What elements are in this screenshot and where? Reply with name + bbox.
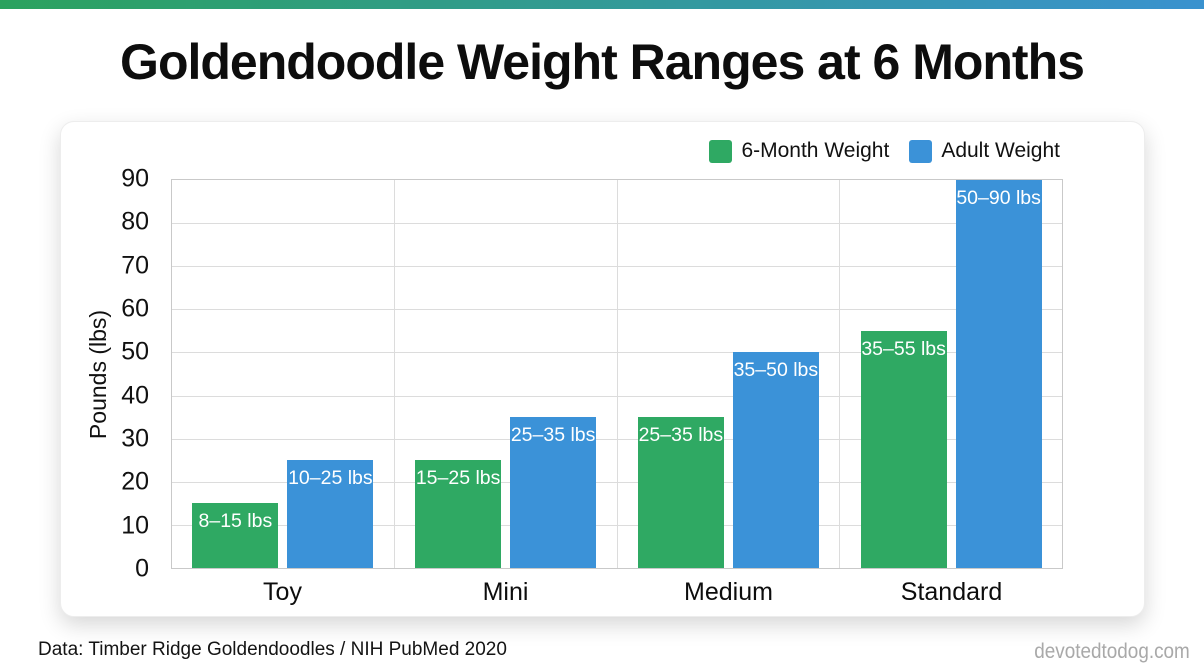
- bar-value-label: 35–50 lbs: [733, 359, 819, 382]
- x-axis-labels: Toy Mini Medium Standard: [171, 578, 1063, 607]
- y-axis-ticks: 0 10 20 30 40 50 60 70 80 90: [61, 166, 159, 581]
- page-title: Goldendoodle Weight Ranges at 6 Months: [120, 34, 1085, 90]
- bar-group-standard: 35–55 lbs 50–90 lbs: [839, 180, 1062, 568]
- x-axis-label-toy: Toy: [263, 578, 302, 606]
- bar-value-label: 35–55 lbs: [861, 337, 946, 360]
- plot-area: 8–15 lbs 10–25 lbs 15–25 lbs 25–35 lbs 25–35…: [171, 179, 1063, 569]
- y-tick-label: 60: [121, 294, 149, 323]
- legend-item-adult: Adult Weight: [909, 139, 1060, 163]
- y-tick-label: 40: [121, 381, 149, 410]
- x-axis-label-medium: Medium: [684, 578, 773, 606]
- legend-swatch-icon: [709, 139, 733, 163]
- bar-group-medium: 25–35 lbs 35–50 lbs: [616, 180, 840, 568]
- bar-medium-six-month: 25–35 lbs: [637, 417, 724, 568]
- y-tick-label: 80: [121, 207, 149, 236]
- y-tick-label: 70: [121, 251, 149, 280]
- y-tick-label: 0: [135, 554, 149, 583]
- chart-legend: 6-Month Weight Adult Weight: [709, 139, 1060, 163]
- bar-mini-six-month: 15–25 lbs: [415, 460, 502, 568]
- bar-value-label: 8–15 lbs: [198, 510, 273, 533]
- bar-medium-adult: 35–50 lbs: [732, 352, 819, 568]
- bar-standard-six-month: 35–55 lbs: [860, 330, 947, 568]
- x-axis-label-standard: Standard: [900, 578, 1003, 606]
- y-tick-label: 90: [121, 164, 149, 193]
- legend-label: 6-Month Weight: [741, 139, 890, 162]
- y-tick-label: 10: [121, 511, 149, 540]
- bar-value-label: 15–25 lbs: [415, 467, 501, 490]
- x-axis-label-mini: Mini: [482, 578, 529, 606]
- bar-group-toy: 8–15 lbs 10–25 lbs: [172, 180, 394, 568]
- bar-mini-adult: 25–35 lbs: [510, 417, 597, 568]
- legend-item-six-month: 6-Month Weight: [709, 139, 889, 163]
- website-watermark: devotedtodog.com: [1034, 640, 1190, 663]
- bar-toy-six-month: 8–15 lbs: [192, 503, 279, 568]
- chart-card: 6-Month Weight Adult Weight Pounds (lbs) …: [60, 121, 1145, 617]
- legend-label: Adult Weight: [941, 139, 1060, 162]
- bar-value-label: 50–90 lbs: [956, 187, 1041, 209]
- header-gradient-bar: [0, 0, 1204, 9]
- bar-toy-adult: 10–25 lbs: [287, 460, 374, 568]
- bar-value-label: 10–25 lbs: [288, 467, 373, 490]
- y-tick-label: 30: [121, 424, 149, 453]
- legend-swatch-icon: [909, 139, 933, 163]
- y-tick-label: 50: [121, 337, 149, 366]
- bar-standard-adult: 50–90 lbs: [955, 180, 1042, 568]
- bar-value-label: 25–35 lbs: [510, 424, 596, 447]
- bar-value-label: 25–35 lbs: [638, 424, 724, 447]
- y-tick-label: 20: [121, 467, 149, 496]
- bar-group-mini: 15–25 lbs 25–35 lbs: [393, 180, 617, 568]
- data-source-text: Data: Timber Ridge Goldendoodles / NIH P…: [38, 639, 507, 660]
